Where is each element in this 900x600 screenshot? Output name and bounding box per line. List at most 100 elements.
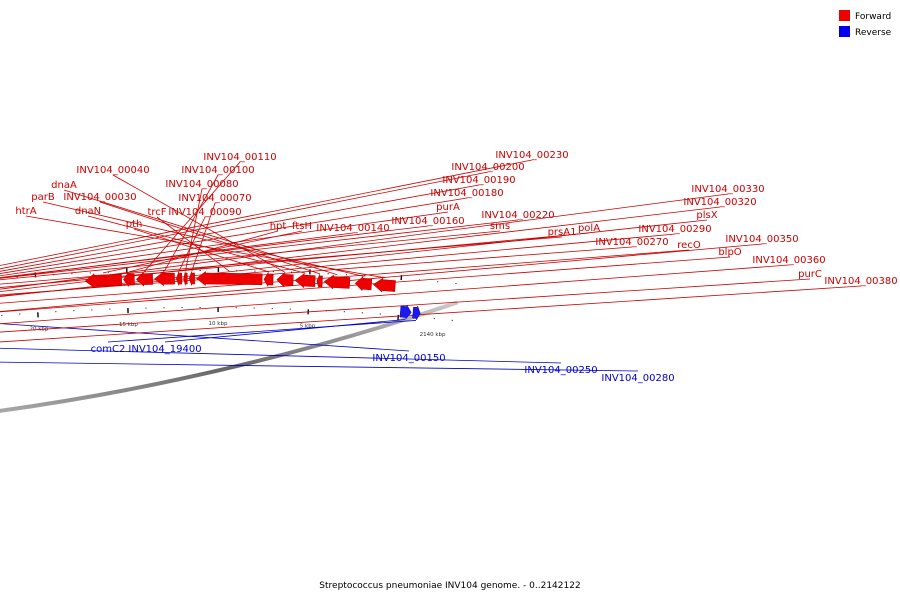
gene-label: recO <box>677 240 701 251</box>
gene-label: plsX <box>696 210 717 221</box>
legend: Forward Reverse <box>839 10 892 38</box>
gene-label: INV104_00100 <box>181 165 254 176</box>
gene-label: INV104_00070 <box>178 193 251 204</box>
gene-label: INV104_00080 <box>165 179 238 190</box>
scale-tick-label: 2140 kbp <box>420 332 446 338</box>
gene-arrow <box>372 277 396 293</box>
gene-arrow <box>263 271 274 288</box>
label-leader-line <box>112 174 286 273</box>
scale-tick-label: 5 kbp <box>300 323 316 329</box>
gene-label: dnaN <box>75 206 101 217</box>
gene-arrow <box>399 304 412 320</box>
label-leader-line <box>0 256 731 313</box>
gene-label: purA <box>436 202 460 213</box>
gene-label: INV104_00350 <box>725 234 798 245</box>
legend-reverse-label: Reverse <box>855 28 892 38</box>
label-leader-line <box>164 174 219 272</box>
gene-label: parB <box>31 192 55 203</box>
gene-label: INV104_00200 <box>451 162 524 173</box>
label-leader-line <box>0 219 519 279</box>
label-leader-line <box>0 197 468 274</box>
gene-arrow <box>316 274 323 289</box>
gene-label: INV104_00110 <box>203 152 276 163</box>
label-leader-lines <box>0 159 862 372</box>
gene-label: comC2 <box>91 344 126 355</box>
scale-tick-label: 15 kbp <box>119 322 138 328</box>
scale-tick-label: 10 kbp <box>209 321 228 327</box>
gene-label: INV104_00290 <box>638 224 711 235</box>
gene-label: INV104_00190 <box>442 175 515 186</box>
label-leader-line <box>107 320 417 343</box>
label-leader-line <box>0 347 562 364</box>
label-leader-line <box>0 249 690 304</box>
gene-arrow <box>176 271 183 286</box>
label-leader-line <box>0 184 480 272</box>
gene-label: pth <box>126 219 143 230</box>
label-leader-line <box>156 216 230 272</box>
gene-arrow <box>196 271 263 287</box>
gene-arrow <box>294 273 316 289</box>
gene-label: INV104_00280 <box>601 373 674 384</box>
gene-label: INV104_00140 <box>316 223 389 234</box>
gene-label: ftsH <box>292 221 312 232</box>
label-leader-line <box>191 202 216 272</box>
gene-arrow <box>154 271 175 287</box>
label-leader-line <box>0 159 533 266</box>
label-leader-line <box>0 193 729 290</box>
gene-label: trcF <box>147 207 166 218</box>
legend-forward-label: Forward <box>855 12 891 22</box>
label-leader-line <box>0 285 862 343</box>
label-leader-line <box>99 201 321 275</box>
gene-arrow <box>135 271 153 287</box>
gene-label: INV104_00270 <box>595 237 668 248</box>
gene-label: INV104_00250 <box>524 365 597 376</box>
gene-label: INV104_00090 <box>168 207 241 218</box>
gene-label: INV104_00320 <box>683 197 756 208</box>
label-leader-line <box>0 264 790 325</box>
label-leader-line <box>0 278 811 333</box>
legend-reverse-swatch <box>839 26 850 37</box>
label-leader-line <box>0 206 721 293</box>
label-leader-line <box>0 361 639 372</box>
gene-label: INV104_00220 <box>481 210 554 221</box>
gene-label: INV104_00180 <box>430 188 503 199</box>
gene-label: prsA1 <box>548 227 577 238</box>
label-leader-line <box>0 230 501 281</box>
gene-label: htrA <box>15 206 36 217</box>
gene-arrow <box>276 272 294 288</box>
gene-label: hpt <box>270 221 287 232</box>
gene-label: purC <box>798 269 822 280</box>
label-leader-line <box>164 319 406 343</box>
gene-label: INV104_00030 <box>63 192 136 203</box>
gene-label: INV104_00330 <box>691 184 764 195</box>
gene-arrow <box>323 274 351 290</box>
gene-label: dnaA <box>51 180 77 191</box>
gene-arrow <box>354 276 373 292</box>
label-leader-line <box>0 243 763 312</box>
label-leader-line <box>42 201 364 277</box>
gene-label: polA <box>578 223 600 234</box>
backbone-arc <box>0 300 459 413</box>
gene-label: INV104_00160 <box>391 216 464 227</box>
gene-label: blpO <box>718 247 741 258</box>
gene-arrow <box>123 271 135 288</box>
gene-arrow <box>84 273 123 289</box>
gene-label: INV104_00230 <box>495 150 568 161</box>
gene-arrow <box>183 271 188 286</box>
genome-backbone <box>0 300 459 413</box>
label-leader-line <box>0 211 449 277</box>
gene-arrow <box>188 271 195 286</box>
label-leader-line <box>0 225 429 278</box>
gene-label: INV104_00150 <box>372 353 445 364</box>
gene-label: INV104_00040 <box>76 165 149 176</box>
label-leader-line <box>0 171 489 270</box>
legend-forward-swatch <box>839 10 850 21</box>
gene-label: sms <box>490 221 510 232</box>
label-leader-line <box>0 236 563 285</box>
figure-caption: Streptococcus pneumoniae INV104 genome. … <box>319 581 580 591</box>
gene-arrow <box>412 305 421 321</box>
gene-label: INV104_19400 <box>128 344 201 355</box>
gene-label: INV104_00360 <box>752 255 825 266</box>
